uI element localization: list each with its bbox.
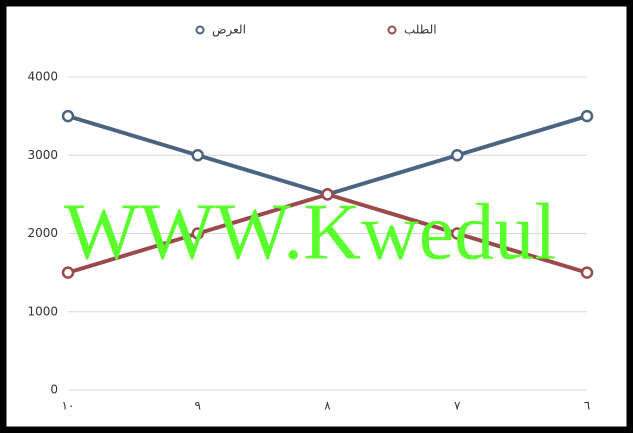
data-point [451,227,464,240]
data-point [61,266,75,279]
legend-label: العرض [212,23,246,38]
x-tick-label: ٦ [584,399,590,413]
x-tick-label: ٩ [195,399,201,413]
watermark: WWW.Kwedul [64,188,556,276]
x-tick-label: ٨ [324,399,331,413]
data-point [580,109,594,123]
y-tick-label: 0 [50,383,58,397]
data-point [321,188,334,201]
legend-label: الطلب [404,23,437,37]
data-point [191,149,204,162]
x-tick-label: ٧ [454,399,461,413]
y-tick-label: 2000 [27,226,58,240]
y-tick-label: 1000 [27,304,58,318]
y-tick-label: 4000 [27,70,58,84]
x-tick-label: ١٠ [62,399,75,413]
plot-area: 0 1000 2000 3000 4000 ١٠ ٩ ٨ ٧ ٦ العرض الطلب WWW.Kwe… [27,23,594,413]
data-point [61,109,75,123]
y-tick-label: 3000 [27,148,58,162]
data-point [451,149,464,162]
legend-marker [387,25,397,35]
data-point [580,266,594,279]
legend-marker [195,25,205,35]
data-point [191,227,204,240]
